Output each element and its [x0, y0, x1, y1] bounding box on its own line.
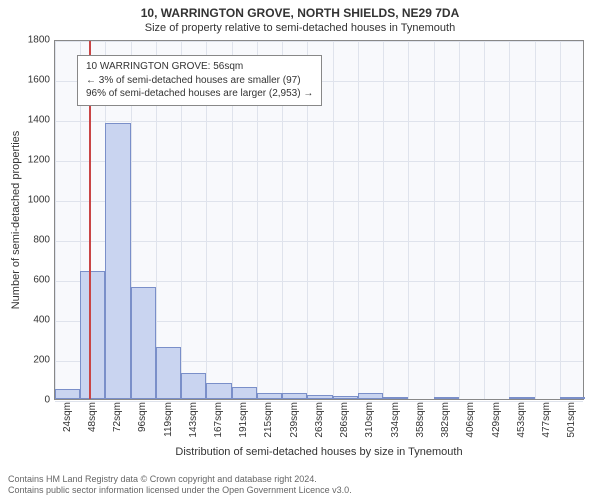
y-tick: 1800	[10, 35, 50, 46]
x-tick: 72sqm	[112, 402, 123, 432]
histogram-bar	[80, 271, 105, 399]
x-tick: 358sqm	[415, 402, 426, 438]
histogram-bar	[560, 397, 585, 399]
y-tick: 1400	[10, 115, 50, 126]
histogram-bar	[181, 373, 206, 399]
histogram-bar	[307, 395, 332, 399]
x-tick: 167sqm	[213, 402, 224, 438]
annotation-line2: ← 3% of semi-detached houses are smaller…	[86, 74, 313, 88]
y-tick: 800	[10, 235, 50, 246]
plot-area: 10 WARRINGTON GROVE: 56sqm ← 3% of semi-…	[54, 40, 584, 400]
gridline-v	[509, 41, 510, 399]
x-tick: 24sqm	[62, 402, 73, 432]
gridline-h	[55, 41, 583, 42]
gridline-v	[434, 41, 435, 399]
y-tick: 200	[10, 355, 50, 366]
x-tick: 501sqm	[566, 402, 577, 438]
histogram-bar	[434, 397, 459, 399]
gridline-v	[358, 41, 359, 399]
gridline-h	[55, 281, 583, 282]
histogram-bar	[257, 393, 282, 399]
histogram-bar	[358, 393, 383, 399]
y-tick: 1200	[10, 155, 50, 166]
x-tick: 453sqm	[516, 402, 527, 438]
histogram-bar	[282, 393, 307, 399]
y-tick: 0	[10, 395, 50, 406]
x-tick: 310sqm	[364, 402, 375, 438]
y-tick: 1600	[10, 75, 50, 86]
x-tick: 96sqm	[137, 402, 148, 432]
x-tick: 406sqm	[465, 402, 476, 438]
page-title: 10, WARRINGTON GROVE, NORTH SHIELDS, NE2…	[0, 0, 600, 20]
footer-line2: Contains public sector information licen…	[8, 485, 352, 496]
y-tick: 400	[10, 315, 50, 326]
chart-container: Number of semi-detached properties 02004…	[54, 40, 584, 400]
histogram-bar	[156, 347, 181, 399]
x-tick: 477sqm	[541, 402, 552, 438]
histogram-bar	[131, 287, 156, 399]
annotation-box: 10 WARRINGTON GROVE: 56sqm ← 3% of semi-…	[77, 55, 322, 106]
gridline-h	[55, 201, 583, 202]
gridline-h	[55, 121, 583, 122]
x-tick: 191sqm	[238, 402, 249, 438]
gridline-v	[535, 41, 536, 399]
x-tick: 119sqm	[163, 402, 174, 437]
gridline-v	[333, 41, 334, 399]
histogram-bar	[206, 383, 231, 399]
histogram-bar	[509, 397, 534, 399]
x-tick: 143sqm	[188, 402, 199, 438]
footer-line1: Contains HM Land Registry data © Crown c…	[8, 474, 352, 485]
page-subtitle: Size of property relative to semi-detach…	[0, 20, 600, 36]
x-tick: 263sqm	[314, 402, 325, 438]
y-tick: 600	[10, 275, 50, 286]
gridline-h	[55, 241, 583, 242]
x-tick: 215sqm	[263, 402, 274, 438]
histogram-bar	[55, 389, 80, 399]
annotation-line1: 10 WARRINGTON GROVE: 56sqm	[86, 60, 313, 74]
histogram-bar	[383, 397, 408, 399]
gridline-v	[459, 41, 460, 399]
x-axis-label: Distribution of semi-detached houses by …	[54, 446, 584, 458]
footer: Contains HM Land Registry data © Crown c…	[8, 474, 352, 497]
x-tick: 286sqm	[339, 402, 350, 438]
histogram-bar	[333, 396, 358, 399]
x-tick: 48sqm	[87, 402, 98, 432]
gridline-v	[55, 41, 56, 399]
x-tick: 334sqm	[390, 402, 401, 438]
x-tick: 429sqm	[491, 402, 502, 438]
histogram-bar	[232, 387, 257, 399]
gridline-v	[408, 41, 409, 399]
gridline-v	[383, 41, 384, 399]
histogram-bar	[105, 123, 130, 399]
gridline-v	[484, 41, 485, 399]
gridline-h	[55, 161, 583, 162]
x-tick: 382sqm	[440, 402, 451, 438]
x-tick: 239sqm	[289, 402, 300, 438]
gridline-v	[560, 41, 561, 399]
annotation-line3: 96% of semi-detached houses are larger (…	[86, 87, 313, 101]
y-tick: 1000	[10, 195, 50, 206]
